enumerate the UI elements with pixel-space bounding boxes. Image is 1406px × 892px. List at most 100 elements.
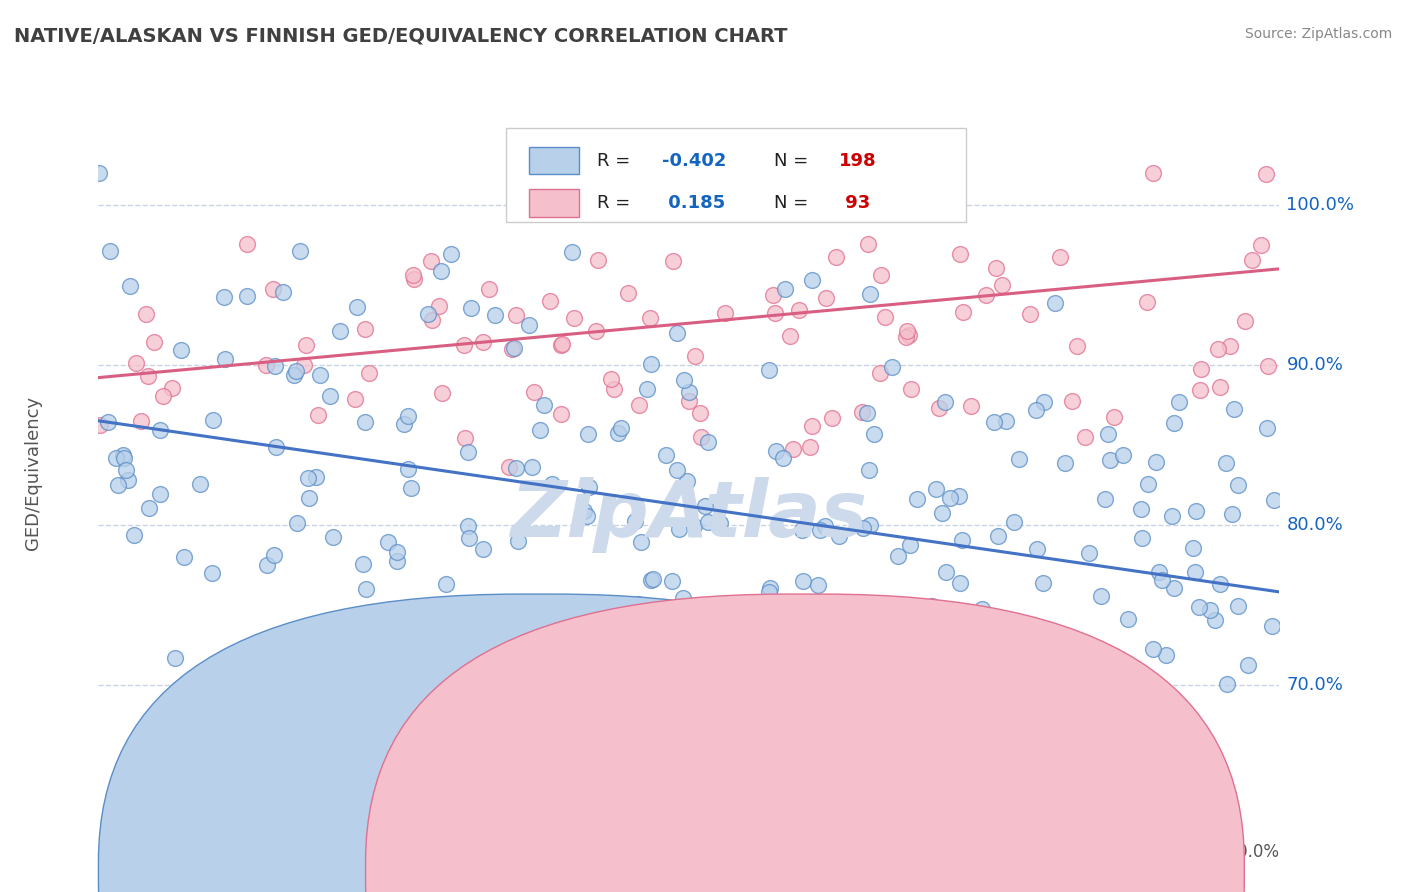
Point [942, 608, 965, 623]
Point [984, 261, 1007, 276]
Point [927, 608, 949, 623]
Point [135, 307, 157, 321]
Point [665, 326, 688, 340]
Point [696, 515, 718, 529]
Point [808, 523, 831, 537]
Point [1049, 250, 1071, 264]
Text: NATIVE/ALASKAN VS FINNISH GED/EQUIVALENCY CORRELATION CHART: NATIVE/ALASKAN VS FINNISH GED/EQUIVALENC… [14, 27, 787, 45]
Point [800, 273, 823, 287]
Point [120, 279, 142, 293]
Point [1204, 613, 1226, 627]
Point [1184, 565, 1206, 579]
Point [505, 309, 527, 323]
Bar [530, 146, 579, 175]
Point [283, 368, 305, 383]
Point [1062, 394, 1084, 409]
Point [758, 585, 780, 599]
Point [1019, 307, 1042, 321]
Point [214, 351, 236, 366]
Text: N =: N = [773, 194, 814, 212]
Point [354, 321, 377, 335]
Point [683, 349, 706, 363]
Point [858, 463, 880, 477]
Point [399, 481, 422, 495]
Point [576, 508, 599, 523]
Point [799, 440, 821, 454]
Point [111, 448, 134, 462]
Point [935, 566, 957, 580]
Point [758, 363, 780, 377]
Point [149, 487, 172, 501]
Point [1257, 359, 1279, 373]
Point [385, 545, 408, 559]
Point [254, 359, 277, 373]
Point [533, 398, 555, 412]
Point [928, 401, 950, 415]
Point [873, 310, 896, 324]
Point [163, 651, 186, 665]
Point [974, 288, 997, 302]
Point [859, 517, 882, 532]
Point [136, 369, 159, 384]
Point [162, 381, 184, 395]
Point [640, 573, 662, 587]
Point [610, 421, 633, 435]
Point [484, 309, 506, 323]
Point [828, 529, 851, 543]
Point [880, 359, 903, 374]
Point [576, 427, 599, 442]
Text: ZipAtlas: ZipAtlas [510, 476, 868, 552]
Text: -0.402: -0.402 [662, 152, 725, 169]
Text: 93: 93 [839, 194, 870, 212]
Point [763, 306, 786, 320]
Point [202, 413, 225, 427]
Point [603, 382, 626, 396]
Point [343, 392, 366, 406]
Text: 90.0%: 90.0% [1286, 356, 1343, 374]
Point [522, 460, 544, 475]
Point [638, 311, 661, 326]
Point [105, 450, 128, 465]
Point [1008, 451, 1031, 466]
Point [1099, 453, 1122, 467]
Point [790, 523, 813, 537]
Point [505, 461, 527, 475]
Point [502, 341, 524, 355]
Point [1209, 380, 1232, 394]
Point [852, 521, 875, 535]
Point [900, 382, 922, 396]
Point [572, 504, 595, 518]
Point [896, 324, 918, 338]
Point [396, 461, 419, 475]
Point [1199, 603, 1222, 617]
Point [772, 451, 794, 466]
Point [427, 299, 450, 313]
Point [1136, 295, 1159, 310]
Point [939, 491, 962, 506]
Point [641, 572, 664, 586]
Point [1147, 565, 1170, 579]
Point [89, 417, 111, 432]
Point [236, 237, 259, 252]
Point [851, 405, 873, 419]
Point [352, 558, 374, 572]
Text: N =: N = [773, 152, 814, 169]
Point [562, 311, 585, 326]
Point [420, 313, 443, 327]
Point [709, 516, 731, 530]
Point [460, 301, 482, 316]
Point [263, 548, 285, 562]
Point [142, 335, 165, 350]
Point [357, 366, 380, 380]
Point [1216, 677, 1239, 691]
Bar [530, 189, 579, 217]
Point [765, 443, 787, 458]
Point [787, 303, 810, 318]
Point [294, 337, 316, 351]
Point [990, 278, 1012, 293]
Point [1188, 600, 1211, 615]
Point [901, 624, 924, 639]
Point [1002, 515, 1025, 529]
Point [1250, 237, 1272, 252]
Point [418, 307, 440, 321]
